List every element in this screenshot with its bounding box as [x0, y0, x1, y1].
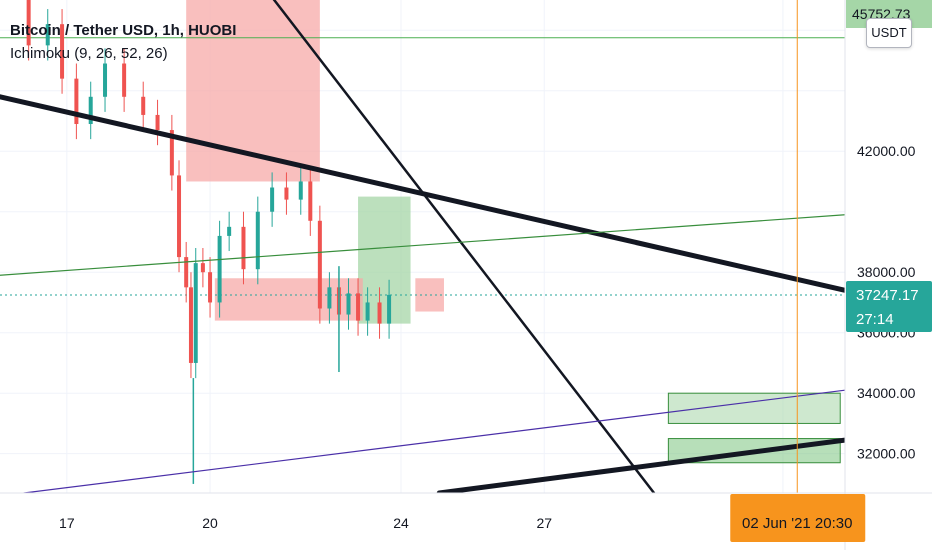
candle-body	[327, 287, 332, 309]
crosshair-time-tag	[730, 494, 866, 542]
candle-body	[60, 24, 65, 79]
candle-body	[177, 175, 182, 258]
trendline	[0, 214, 845, 276]
candle-body	[122, 63, 127, 97]
candle-body	[241, 226, 246, 270]
trendline	[272, 0, 656, 493]
trendline	[23, 389, 845, 493]
y-tick-label: 42000.00	[857, 143, 916, 159]
candle-body	[298, 181, 303, 200]
current-price-tag	[846, 280, 932, 332]
candle-body	[284, 187, 289, 200]
candle-body	[184, 257, 189, 288]
symbol-title[interactable]: Bitcoin / Tether USD, 1h, HUOBI	[10, 22, 237, 39]
candle-body	[270, 187, 275, 212]
candle-body	[103, 63, 108, 97]
y-tick-label: 34000.00	[857, 385, 916, 401]
x-tick-label: 24	[393, 515, 409, 531]
crosshair-time-label: 02 Jun '21 20:30	[742, 515, 852, 532]
chart-legend: Bitcoin / Tether USD, 1h, HUOBI Ichimoku…	[10, 22, 236, 62]
candle-body	[308, 181, 313, 221]
candle-body	[200, 263, 205, 273]
candle-body	[74, 78, 79, 125]
candle-body	[169, 130, 174, 176]
candle-body	[377, 302, 382, 324]
x-tick-label: 27	[536, 515, 552, 531]
candle-body	[317, 220, 322, 309]
trendline	[436, 437, 845, 493]
current-price-label: 37247.17	[856, 287, 919, 304]
candle-body	[217, 235, 222, 303]
candle-body	[227, 226, 232, 236]
x-tick-label: 17	[59, 515, 75, 531]
candle-body	[356, 293, 361, 321]
candle-body	[88, 96, 93, 125]
y-tick-label: 32000.00	[857, 446, 916, 462]
currency-button[interactable]: USDT	[866, 18, 912, 48]
candle-body	[45, 24, 50, 46]
candle-body	[155, 114, 160, 131]
candle-body	[387, 294, 392, 324]
candle-body	[188, 287, 193, 363]
y-tick-label: 38000.00	[857, 264, 916, 280]
x-tick-label: 20	[202, 515, 218, 531]
indicator-label[interactable]: Ichimoku (9, 26, 52, 26)	[10, 45, 168, 62]
candle-body	[208, 272, 213, 303]
candle-body	[365, 302, 370, 321]
countdown-label: 27:14	[856, 311, 894, 328]
candle-body	[26, 0, 31, 46]
ichimoku-cloud	[415, 278, 444, 312]
target-zone	[667, 392, 841, 424]
candle-body	[193, 263, 198, 363]
candle-body	[255, 211, 260, 270]
candle-body	[141, 96, 146, 115]
plot-area	[0, 0, 845, 493]
candle-body	[346, 293, 351, 315]
